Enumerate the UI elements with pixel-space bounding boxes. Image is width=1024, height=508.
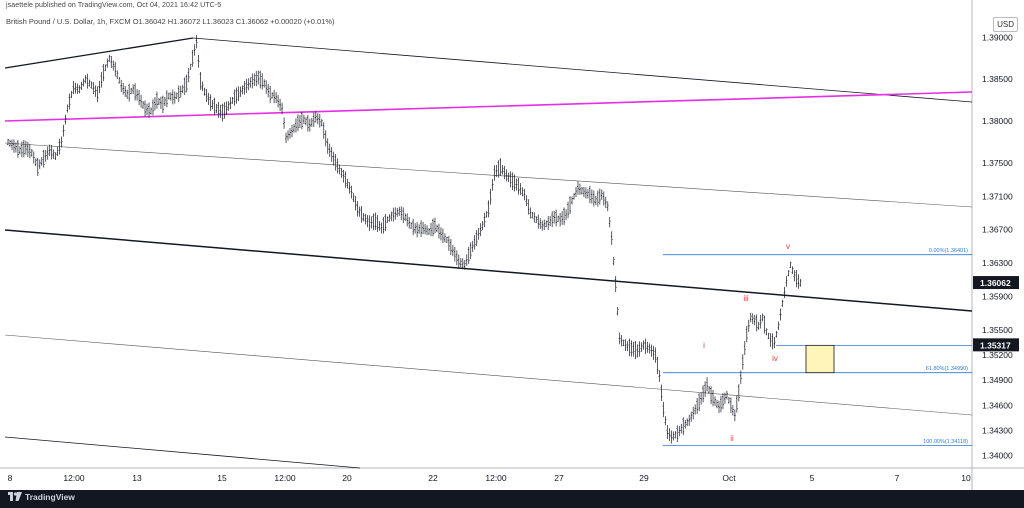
x-tick-label: 20 — [342, 473, 352, 483]
fib-level-label: 61.80%(1.34990) — [926, 366, 968, 372]
channel-line-bottom — [4, 436, 361, 469]
y-tick-label: 1.36700 — [982, 225, 1013, 235]
channel-line-bold — [4, 229, 973, 312]
y-tick-label: 1.34300 — [982, 425, 1013, 435]
price-label-bg — [973, 276, 1019, 290]
y-tick-label: 1.35500 — [982, 325, 1013, 335]
footer-brand: TradingView — [25, 492, 75, 502]
x-tick-label: 12:00 — [63, 473, 85, 483]
wave-label-iii: iii — [743, 294, 749, 303]
x-tick-label: 29 — [639, 473, 649, 483]
x-tick-label: 12:00 — [485, 473, 507, 483]
price-chart[interactable]: 0.00%(1.36401) 61.80%(1.34990) 100.00%(1.3… — [0, 0, 1024, 490]
y-tick-label: 1.35900 — [982, 292, 1013, 302]
x-tick-label: 7 — [895, 473, 900, 483]
y-tick-label: 1.34000 — [982, 450, 1013, 460]
fib-level-label: 100.00%(1.34118) — [923, 439, 968, 445]
y-tick-label: 1.37500 — [982, 158, 1013, 168]
y-tick-label: 1.37100 — [982, 191, 1013, 201]
x-tick-label: 12:00 — [274, 473, 296, 483]
channel-line-mid — [4, 142, 973, 208]
trendline-upper-left — [4, 37, 194, 69]
target-zone-box — [805, 344, 835, 374]
y-tick-label: 1.38000 — [982, 116, 1013, 126]
y-tick-label: 1.39000 — [982, 32, 1013, 42]
wave-label-v: v — [786, 242, 790, 251]
y-tick-label: 1.36300 — [982, 258, 1013, 268]
x-tick-label: Oct — [722, 473, 736, 483]
magenta-trendline — [4, 91, 973, 122]
symbol-info: British Pound / U.S. Dollar, 1h, FXCM O1… — [6, 17, 335, 26]
footer-bar: TradingView — [0, 490, 1024, 508]
x-tick-label: 27 — [554, 473, 564, 483]
channel-line-lower — [4, 334, 973, 416]
x-tick-label: 13 — [132, 473, 142, 483]
y-tick-label: 1.38500 — [982, 74, 1013, 84]
y-tick-label: 1.34900 — [982, 375, 1013, 385]
fib-level-label: 0.00%(1.36401) — [929, 248, 968, 254]
x-tick-label: 8 — [8, 473, 13, 483]
y-tick-label: 1.35200 — [982, 350, 1013, 360]
x-tick-label: 15 — [217, 473, 227, 483]
x-tick-label: 5 — [810, 473, 815, 483]
wave-label-i: i — [703, 341, 705, 350]
wave-label-ii: ii — [730, 434, 734, 443]
x-tick-label: 10 — [961, 473, 971, 483]
publish-info: jsaettele published on TradingView.com, … — [6, 2, 222, 9]
tradingview-logo[interactable]: TradingView — [8, 492, 75, 502]
channel-line-top — [192, 37, 973, 103]
price-label: 1.35317 — [980, 340, 1011, 350]
y-tick-label: 1.34600 — [982, 400, 1013, 410]
x-tick-label: 22 — [428, 473, 438, 483]
price-label-bg — [973, 338, 1019, 352]
wave-label-iv: iv — [772, 354, 778, 363]
currency-button[interactable]: USD — [993, 17, 1018, 32]
price-label: 1.36062 — [980, 278, 1011, 288]
tradingview-icon — [8, 492, 22, 501]
